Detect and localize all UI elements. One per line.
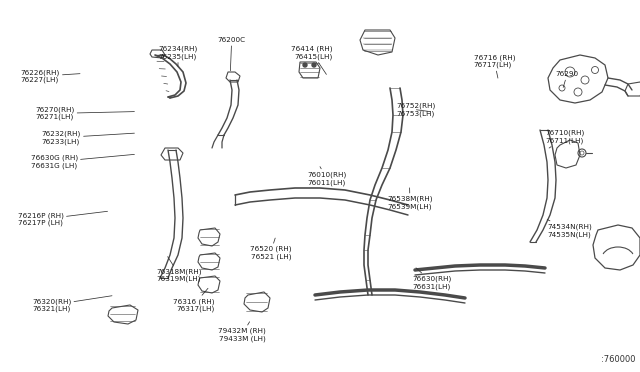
Text: 76226(RH)
76227(LH): 76226(RH) 76227(LH) — [20, 69, 80, 83]
Text: 76520 (RH)
76521 (LH): 76520 (RH) 76521 (LH) — [250, 238, 291, 260]
Text: 76630G (RH)
76631G (LH): 76630G (RH) 76631G (LH) — [31, 154, 134, 169]
Text: :760000: :760000 — [600, 355, 635, 364]
Text: 79432M (RH)
79433M (LH): 79432M (RH) 79433M (LH) — [218, 322, 266, 342]
Text: 76234(RH)
76235(LH): 76234(RH) 76235(LH) — [159, 46, 198, 66]
Text: 76710(RH)
76711(LH): 76710(RH) 76711(LH) — [545, 130, 584, 148]
Text: 76414 (RH)
76415(LH): 76414 (RH) 76415(LH) — [291, 46, 333, 74]
Text: 76752(RH)
76753(LH): 76752(RH) 76753(LH) — [397, 103, 436, 117]
Text: 76270(RH)
76271(LH): 76270(RH) 76271(LH) — [35, 106, 134, 121]
Text: 76232(RH)
76233(LH): 76232(RH) 76233(LH) — [42, 131, 134, 145]
Text: 76320(RH)
76321(LH): 76320(RH) 76321(LH) — [32, 296, 112, 312]
Text: 76216P (RH)
76217P (LH): 76216P (RH) 76217P (LH) — [18, 211, 108, 227]
Text: 76010(RH)
76011(LH): 76010(RH) 76011(LH) — [307, 167, 346, 186]
Text: 76538M(RH)
76539M(LH): 76538M(RH) 76539M(LH) — [387, 188, 433, 210]
Text: 76200C: 76200C — [218, 37, 246, 71]
Circle shape — [303, 63, 307, 67]
Text: 76318M(RH)
76319M(LH): 76318M(RH) 76319M(LH) — [157, 257, 202, 282]
Text: 76716 (RH)
76717(LH): 76716 (RH) 76717(LH) — [474, 54, 515, 78]
Text: 74534N(RH)
74535N(LH): 74534N(RH) 74535N(LH) — [547, 219, 592, 238]
Text: 76316 (RH)
76317(LH): 76316 (RH) 76317(LH) — [173, 288, 214, 312]
Text: 76630(RH)
76631(LH): 76630(RH) 76631(LH) — [413, 268, 452, 290]
Text: 76290: 76290 — [556, 71, 579, 87]
Circle shape — [312, 63, 316, 67]
